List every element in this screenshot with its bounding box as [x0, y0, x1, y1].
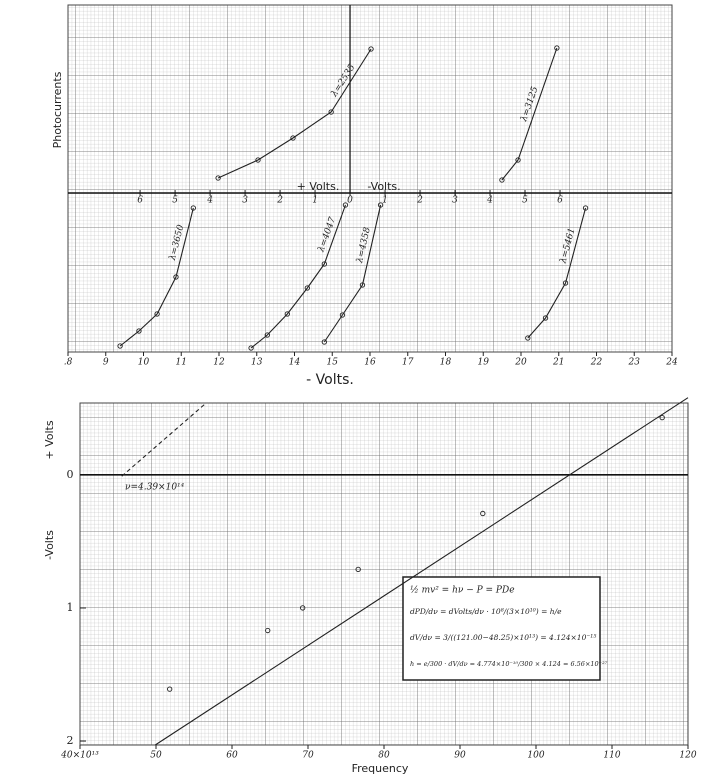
x-tick-label: 6: [557, 196, 563, 206]
data-point: [290, 135, 296, 141]
data-point: [359, 282, 366, 288]
data-point: [154, 311, 160, 317]
y-tick-label: 2: [67, 734, 74, 747]
data-point: [368, 46, 374, 52]
x-tick-label: 0: [347, 196, 353, 206]
y-tick-label: 0: [67, 468, 74, 481]
x-tick-label: 60: [226, 751, 238, 761]
x-tick-label: 80: [378, 751, 390, 761]
data-point: [321, 339, 327, 345]
x-tick-label: 15: [327, 358, 339, 368]
equation: ½ mv² = hν − P = PDe: [410, 585, 515, 596]
curve: [501, 47, 558, 181]
data-point: [321, 261, 327, 267]
equation: dPD/dν = dVolts/dν · 10⁸/(3×10¹⁰) = h/e: [410, 607, 562, 616]
x-tick-label: 50: [150, 751, 162, 761]
x-tick-label: 120: [679, 751, 696, 761]
data-point: [339, 312, 346, 318]
annotation: ν=4.39×10¹⁴: [125, 483, 185, 493]
fit-line: [154, 397, 689, 746]
x-tick-label: 2: [416, 196, 423, 206]
x-tick-label: 14: [289, 358, 301, 368]
x-tick-label: 20: [514, 358, 527, 368]
x-tick-label: 12: [213, 358, 225, 368]
data-point: [304, 285, 310, 291]
curve: [250, 204, 346, 349]
x-tick-label: 1: [312, 196, 318, 206]
equation-box: [402, 576, 601, 681]
data-point: [582, 205, 589, 211]
x-tick-label: 16: [364, 358, 376, 368]
x-tick-label: 10: [138, 358, 150, 368]
x-tick-label: 90: [454, 751, 466, 761]
data-point: [265, 627, 271, 634]
curve: [323, 204, 382, 343]
graph-paper-bottom: [79, 402, 689, 746]
x-tick-label: 13: [251, 358, 263, 368]
x-tick-label: 70: [302, 751, 314, 761]
axis-title: + Volts.: [297, 180, 340, 193]
x-tick-label: 6: [137, 196, 143, 206]
graph-paper-top: [67, 4, 673, 353]
data-point: [284, 311, 290, 317]
data-point: [554, 45, 560, 51]
data-point: [480, 510, 486, 517]
x-tick-label: 19: [478, 358, 490, 368]
x-tick-label: 11: [176, 358, 187, 368]
data-point: [542, 315, 549, 321]
curve: [217, 48, 372, 179]
x-tick-label: 2: [276, 196, 283, 206]
data-point: [215, 175, 221, 181]
extrapolation-line: [121, 403, 206, 477]
data-point: [328, 109, 334, 115]
x-tick-label: 9: [103, 358, 109, 368]
x-axis-title: Frequency: [352, 762, 409, 775]
x-tick-label: 24: [665, 358, 678, 368]
x-tick-label: 18: [440, 358, 452, 368]
curve: [527, 207, 587, 339]
x-tick-label: 110: [603, 751, 620, 761]
x-tick-label: 100: [527, 751, 544, 761]
x-tick-label: 4: [486, 196, 493, 206]
data-point: [342, 202, 349, 208]
data-point: [117, 343, 123, 349]
data-point: [659, 414, 665, 421]
x-tick-label: 17: [402, 358, 414, 368]
data-point: [300, 605, 306, 611]
data-point: [562, 280, 569, 286]
data-point: [377, 202, 384, 208]
equation: dV/dν = 3/((121.00−48.25)×10¹³) = 4.124×…: [410, 633, 596, 642]
data-point: [499, 177, 505, 183]
x-tick-label: 3: [452, 196, 458, 206]
data-point: [173, 274, 179, 280]
data-point: [190, 205, 196, 211]
data-point: [525, 335, 531, 341]
x-tick-label: 21: [552, 358, 564, 368]
equation: h = e/300 · dV/dν = 4.774×10⁻¹⁰/300 × 4.…: [410, 660, 608, 668]
y-axis-title: Photocurrents: [51, 71, 64, 148]
data-point: [167, 686, 173, 692]
x-tick-label: 5: [172, 196, 178, 206]
data-point: [255, 157, 261, 163]
data-point: [515, 157, 521, 163]
data-point: [355, 566, 361, 572]
x-axis-title: - Volts.: [306, 372, 354, 388]
curve: [119, 207, 194, 347]
data-point: [264, 332, 270, 338]
x-tick-label: 1: [382, 196, 388, 206]
x-tick-label: 23: [628, 358, 641, 368]
y-tick-label: 1: [67, 601, 74, 614]
x-tick-label: 22: [590, 358, 603, 368]
axis-title: -Volts.: [367, 180, 400, 193]
x-tick-label: 5: [522, 196, 528, 206]
y-axis-title: -Volts: [43, 530, 56, 560]
x-tick-label: 3: [242, 196, 248, 206]
data-point: [248, 345, 254, 351]
y-axis-title: + Volts: [43, 420, 56, 459]
data-point: [136, 328, 142, 334]
x-tick-label: 4: [206, 196, 213, 206]
x-tick-label: .8: [64, 358, 73, 368]
x-tick-label: 40×10¹³: [60, 751, 99, 761]
